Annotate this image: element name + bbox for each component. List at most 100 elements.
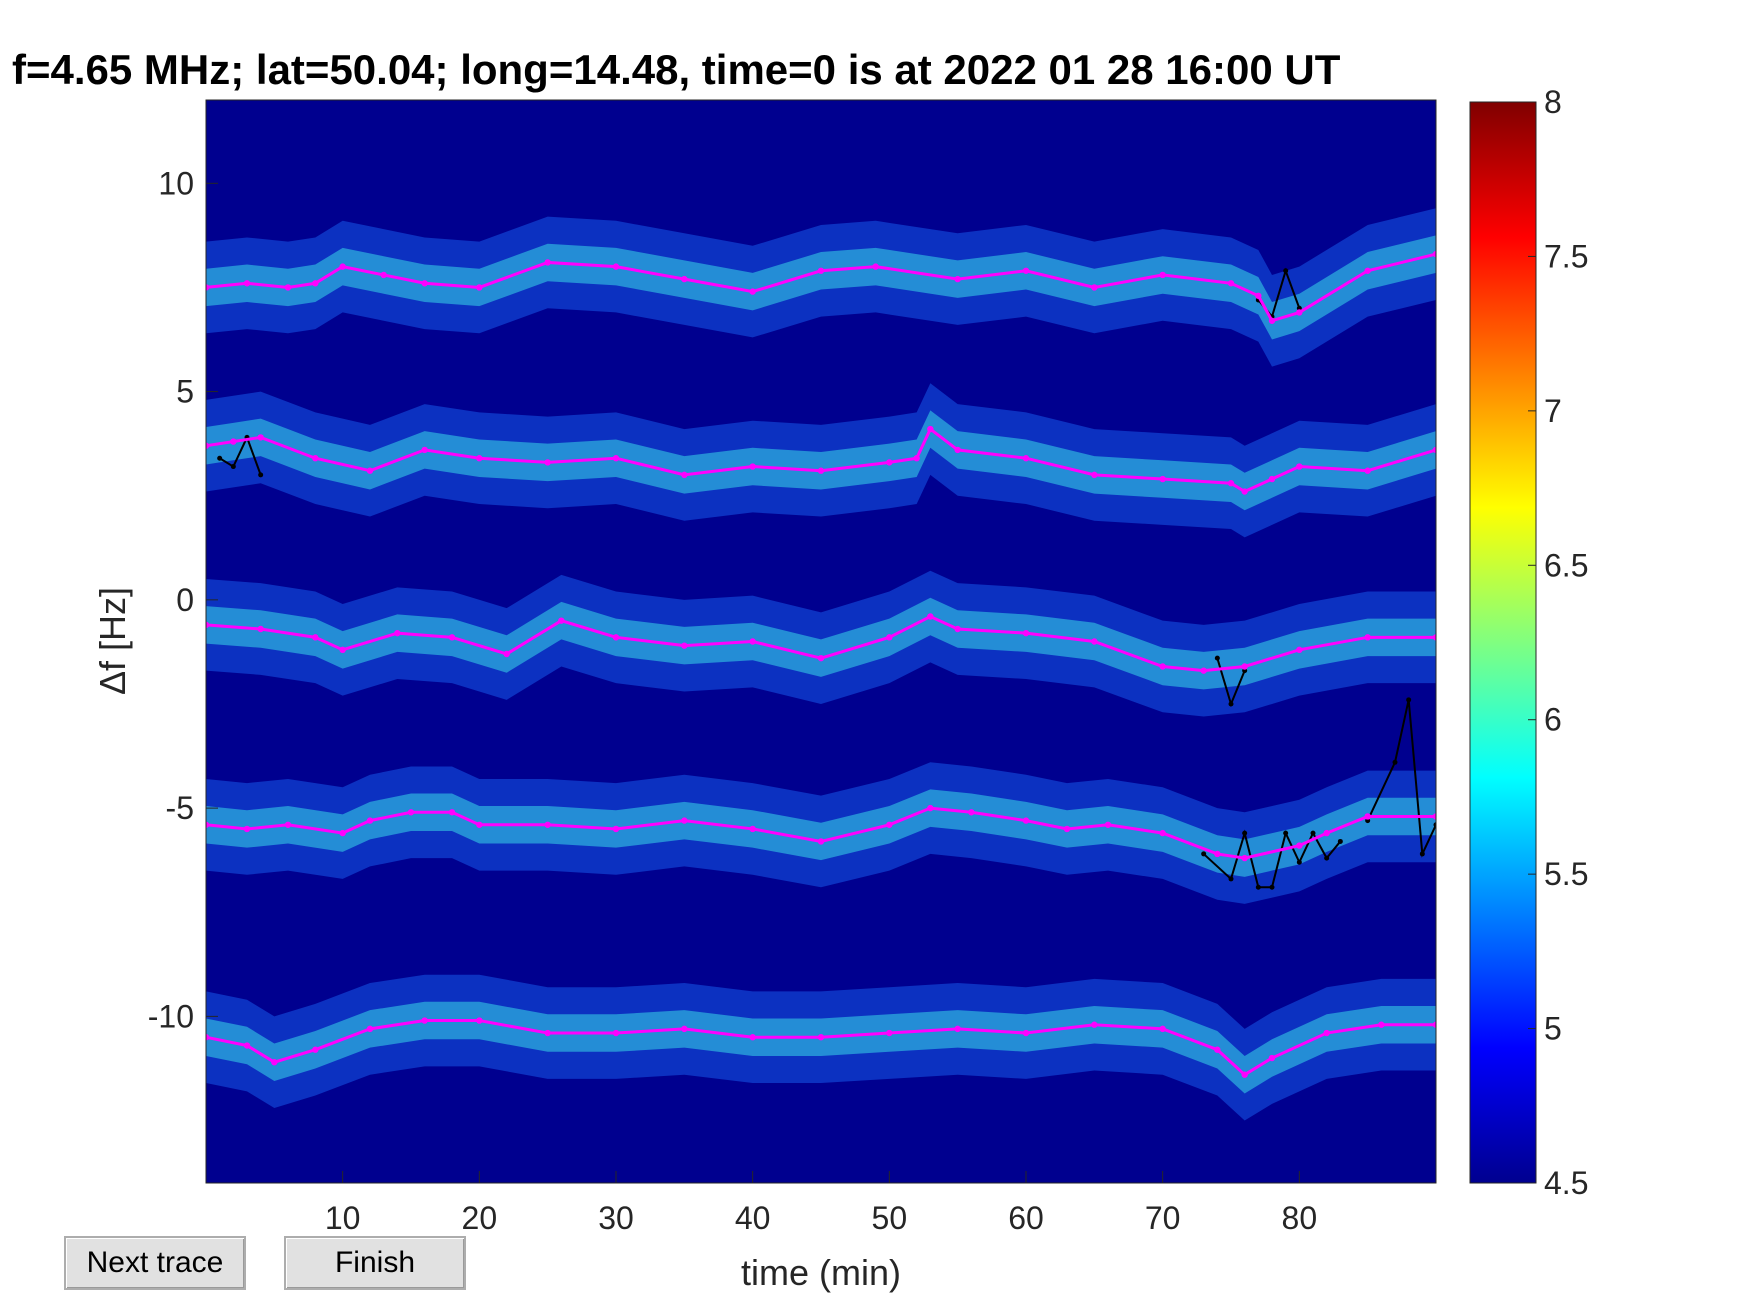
- trace-point: [1159, 271, 1166, 279]
- signal-band-core: [206, 1001, 1436, 1094]
- trace-point: [1432, 1021, 1436, 1028]
- raw-trace-point: [258, 472, 264, 478]
- trace-point: [681, 1025, 688, 1033]
- y-tick-label: 10: [158, 165, 194, 201]
- tracked-traces: [206, 250, 1436, 1078]
- signal-band-core: [206, 597, 1436, 690]
- trace-point: [1378, 1021, 1385, 1028]
- trace-point: [312, 634, 319, 641]
- trace-point: [421, 1017, 428, 1024]
- y-tick-label: 5: [176, 374, 194, 410]
- raw-trace-point: [1433, 822, 1436, 828]
- x-axis-ticks: 10 20 30 40 50 60 70 80: [325, 1171, 1317, 1236]
- trace-point: [886, 821, 893, 828]
- trace-point: [817, 1034, 825, 1041]
- raw-trace-point: [217, 455, 223, 461]
- trace-point: [1296, 842, 1303, 849]
- trace-point: [1432, 634, 1436, 641]
- raw-trace-point: [1214, 655, 1220, 661]
- y-tick-label: 0: [176, 582, 194, 618]
- raw-trace-point: [1419, 851, 1425, 857]
- trace-point: [612, 634, 620, 641]
- trace-point: [448, 809, 456, 816]
- trace-point: [312, 1046, 319, 1053]
- trace-point: [1227, 280, 1235, 287]
- x-tick-label: 60: [1008, 1200, 1044, 1236]
- trace-point: [1022, 629, 1030, 637]
- raw-trace-point: [1392, 759, 1398, 765]
- trace-point: [1241, 488, 1248, 495]
- raw-trace-point: [1283, 268, 1289, 274]
- trace-point: [1200, 667, 1207, 674]
- trace-point: [1241, 1071, 1248, 1078]
- trace-point: [448, 634, 456, 641]
- raw-trace-line: [219, 434, 262, 476]
- raw-trace-point: [1310, 830, 1316, 836]
- trace-point: [421, 280, 428, 287]
- raw-trace-point: [1296, 859, 1302, 865]
- trace-point: [1022, 817, 1030, 824]
- trace-point: [1091, 638, 1098, 645]
- trace-point: [927, 425, 934, 433]
- trace-point: [1296, 309, 1303, 316]
- trace-point: [230, 438, 237, 445]
- trace-point: [1022, 455, 1030, 462]
- x-tick-label: 70: [1145, 1200, 1181, 1236]
- trace-point: [339, 263, 346, 270]
- raw-trace-point: [1324, 855, 1330, 861]
- spectral-bands: [206, 208, 1436, 1121]
- trace-point: [366, 817, 374, 824]
- signal-band-core: [206, 410, 1436, 511]
- colorbar-tick-label: 7.5: [1544, 238, 1588, 274]
- colorbar-tick-label: 5.5: [1544, 856, 1588, 892]
- trace-point: [681, 642, 688, 649]
- trace-point: [954, 1025, 961, 1033]
- trace-point: [206, 621, 210, 629]
- trace-point: [503, 650, 510, 658]
- trace-point: [1432, 250, 1436, 258]
- colorbar-tick-label: 4.5: [1544, 1165, 1588, 1201]
- trace-point: [544, 459, 551, 466]
- trace-point: [476, 821, 483, 828]
- trace-point: [1364, 467, 1371, 474]
- trace-point: [284, 821, 292, 828]
- signal-band-core: [206, 789, 1436, 877]
- trace-point: [544, 821, 551, 828]
- raw-trace-point: [1283, 830, 1289, 836]
- trace-point: [339, 829, 346, 837]
- chart-title: f=4.65 MHz; lat=50.04; long=14.48, time=…: [12, 46, 1341, 93]
- colorbar-tick-label: 8: [1544, 84, 1562, 120]
- trace-point: [243, 1042, 251, 1049]
- trace-point: [1268, 317, 1276, 324]
- trace-point: [681, 275, 688, 283]
- trace-point: [954, 446, 961, 454]
- trace-point: [1364, 634, 1371, 641]
- trace-point: [612, 263, 620, 270]
- trace-point: [1159, 475, 1166, 483]
- trace-point: [1268, 475, 1276, 483]
- trace-point: [817, 654, 825, 662]
- trace-point: [339, 646, 346, 654]
- x-tick-label: 10: [325, 1200, 361, 1236]
- trace-point: [257, 434, 264, 441]
- finish-button[interactable]: Finish: [284, 1236, 466, 1290]
- trace-point: [927, 613, 934, 620]
- colorbar-tick-label: 7: [1544, 393, 1562, 429]
- y-tick-label: -5: [166, 790, 194, 826]
- trace-point: [1432, 813, 1436, 820]
- trace-point: [206, 1034, 210, 1041]
- trace-point: [558, 617, 565, 624]
- trace-point: [749, 825, 756, 833]
- trace-point: [872, 263, 879, 270]
- trace-point: [366, 1025, 374, 1033]
- raw-trace-point: [1228, 701, 1234, 707]
- trace-point: [749, 1034, 756, 1041]
- trace-point: [1364, 267, 1371, 274]
- trace-point: [544, 259, 551, 266]
- trace-point: [206, 821, 210, 828]
- trace-point: [1255, 292, 1262, 299]
- next-trace-button[interactable]: Next trace: [64, 1236, 246, 1290]
- y-axis-ticks: 10 5 0 -5 -10: [148, 165, 218, 1034]
- trace-point: [1364, 813, 1371, 820]
